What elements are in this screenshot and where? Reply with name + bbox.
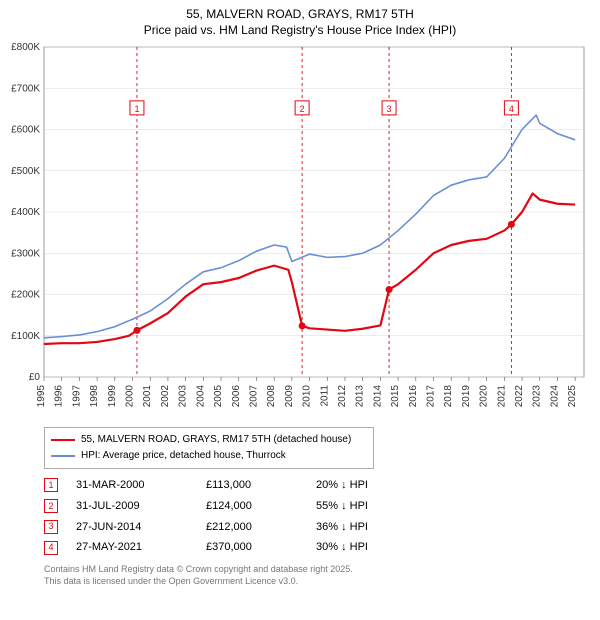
event-delta: 36% ↓ HPI xyxy=(316,517,406,538)
svg-text:2001: 2001 xyxy=(142,384,153,407)
event-price: £124,000 xyxy=(206,496,316,517)
svg-text:2005: 2005 xyxy=(213,384,224,407)
event-delta: 20% ↓ HPI xyxy=(316,475,406,496)
svg-text:£100K: £100K xyxy=(11,331,40,342)
svg-text:1998: 1998 xyxy=(89,384,100,407)
event-marker: 2 xyxy=(44,499,58,513)
svg-text:2017: 2017 xyxy=(426,384,437,407)
svg-text:£0: £0 xyxy=(29,372,41,383)
event-delta: 55% ↓ HPI xyxy=(316,496,406,517)
legend: 55, MALVERN ROAD, GRAYS, RM17 5TH (detac… xyxy=(44,427,374,469)
svg-text:2000: 2000 xyxy=(125,384,136,407)
chart-title-line2: Price paid vs. HM Land Registry's House … xyxy=(8,23,592,37)
svg-text:2019: 2019 xyxy=(461,384,472,407)
svg-text:£200K: £200K xyxy=(11,289,40,300)
svg-text:£700K: £700K xyxy=(11,83,40,94)
svg-text:£300K: £300K xyxy=(11,248,40,259)
chart-area: £0 £100K £200K £300K £400K £500K £600K £700K £80… xyxy=(8,41,592,421)
legend-item: HPI: Average price, detached house, Thur… xyxy=(51,448,367,464)
svg-text:2004: 2004 xyxy=(195,384,206,407)
event-price: £370,000 xyxy=(206,537,316,558)
footer-line: Contains HM Land Registry data © Crown c… xyxy=(44,564,592,576)
svg-text:2014: 2014 xyxy=(372,384,383,407)
event-delta: 30% ↓ HPI xyxy=(316,537,406,558)
svg-text:1995: 1995 xyxy=(36,384,47,407)
svg-text:2003: 2003 xyxy=(178,384,189,407)
event-marker: 3 xyxy=(44,520,58,534)
svg-text:£400K: £400K xyxy=(11,207,40,218)
event-date: 27-MAY-2021 xyxy=(76,537,206,558)
svg-text:1999: 1999 xyxy=(107,384,118,407)
svg-text:2015: 2015 xyxy=(390,384,401,407)
svg-text:£600K: £600K xyxy=(11,124,40,135)
svg-text:1996: 1996 xyxy=(54,384,65,407)
svg-text:2013: 2013 xyxy=(355,384,366,407)
svg-text:4: 4 xyxy=(509,104,514,114)
event-price: £113,000 xyxy=(206,475,316,496)
event-row: 2 31-JUL-2009£124,00055% ↓ HPI xyxy=(44,496,592,517)
svg-text:1: 1 xyxy=(134,104,139,114)
svg-text:2024: 2024 xyxy=(549,384,560,407)
events-table: 1 31-MAR-2000£113,00020% ↓ HPI 2 31-JUL-200… xyxy=(44,475,592,559)
svg-text:2007: 2007 xyxy=(248,384,259,407)
page-container: 55, MALVERN ROAD, GRAYS, RM17 5TH Price … xyxy=(0,0,600,594)
event-date: 31-MAR-2000 xyxy=(76,475,206,496)
svg-text:3: 3 xyxy=(387,104,392,114)
line-chart: £0 £100K £200K £300K £400K £500K £600K £700K £80… xyxy=(8,41,588,421)
svg-text:2025: 2025 xyxy=(567,384,578,407)
svg-text:2008: 2008 xyxy=(266,384,277,407)
svg-text:2020: 2020 xyxy=(479,384,490,407)
svg-text:2023: 2023 xyxy=(532,384,543,407)
svg-text:2012: 2012 xyxy=(337,384,348,407)
svg-text:2018: 2018 xyxy=(443,384,454,407)
footer-line: This data is licensed under the Open Gov… xyxy=(44,576,592,588)
event-row: 4 27-MAY-2021£370,00030% ↓ HPI xyxy=(44,537,592,558)
legend-label: 55, MALVERN ROAD, GRAYS, RM17 5TH (detac… xyxy=(81,432,351,448)
event-row: 3 27-JUN-2014£212,00036% ↓ HPI xyxy=(44,517,592,538)
svg-text:2: 2 xyxy=(300,104,305,114)
event-marker: 1 xyxy=(44,478,58,492)
svg-text:1997: 1997 xyxy=(71,384,82,407)
svg-text:2011: 2011 xyxy=(319,384,330,406)
event-marker: 4 xyxy=(44,541,58,555)
svg-text:2009: 2009 xyxy=(284,384,295,407)
svg-text:2006: 2006 xyxy=(231,384,242,407)
event-row: 1 31-MAR-2000£113,00020% ↓ HPI xyxy=(44,475,592,496)
legend-item: 55, MALVERN ROAD, GRAYS, RM17 5TH (detac… xyxy=(51,432,367,448)
svg-text:2021: 2021 xyxy=(496,384,507,407)
svg-text:2002: 2002 xyxy=(160,384,171,407)
svg-text:2022: 2022 xyxy=(514,384,525,407)
event-date: 27-JUN-2014 xyxy=(76,517,206,538)
svg-text:2016: 2016 xyxy=(408,384,419,407)
legend-swatch xyxy=(51,455,75,457)
svg-text:2010: 2010 xyxy=(302,384,313,407)
chart-title-line1: 55, MALVERN ROAD, GRAYS, RM17 5TH xyxy=(8,6,592,23)
event-date: 31-JUL-2009 xyxy=(76,496,206,517)
svg-text:£500K: £500K xyxy=(11,166,40,177)
svg-text:£800K: £800K xyxy=(11,42,40,53)
legend-label: HPI: Average price, detached house, Thur… xyxy=(81,448,286,464)
legend-swatch xyxy=(51,439,75,441)
event-price: £212,000 xyxy=(206,517,316,538)
footer: Contains HM Land Registry data © Crown c… xyxy=(44,564,592,587)
